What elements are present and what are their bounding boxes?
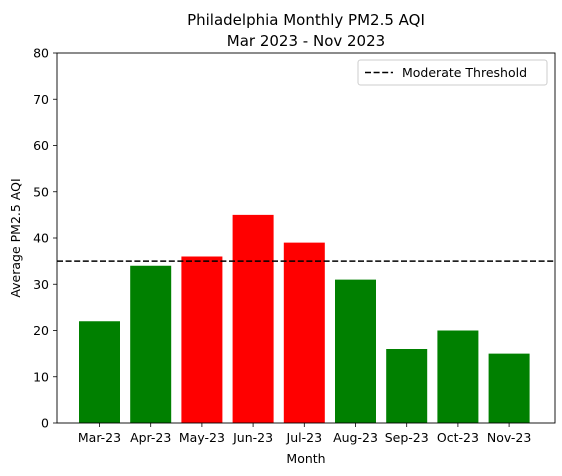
bar-jun-23 (232, 214, 274, 423)
x-axis-label: Month (286, 451, 325, 466)
bars-layer (79, 214, 530, 423)
x-tick-label: Jul-23 (286, 430, 323, 445)
legend-box (357, 59, 548, 86)
bar-may-23 (181, 256, 223, 423)
y-tick-label: 0 (41, 416, 49, 431)
bar-aug-23 (335, 279, 376, 423)
bar-mar-23 (79, 321, 120, 423)
bar-oct-23 (437, 330, 479, 423)
y-tick-label: 50 (33, 184, 49, 199)
y-tick-label: 20 (33, 323, 49, 338)
bar-nov-23 (488, 353, 530, 423)
bar-sep-23 (386, 349, 428, 423)
legend-label: Moderate Threshold (402, 65, 527, 80)
chart-subtitle: Mar 2023 - Nov 2023 (227, 32, 385, 50)
bar-jul-23 (283, 242, 325, 423)
y-tick-label: 60 (33, 138, 49, 153)
y-axis-label: Average PM2.5 AQI (8, 178, 23, 297)
x-tick-label: Apr-23 (130, 430, 171, 445)
y-tick-label: 40 (33, 231, 49, 246)
y-tick-label: 70 (33, 92, 49, 107)
bar-apr-23 (130, 265, 172, 423)
chart-title: Philadelphia Monthly PM2.5 AQI (187, 11, 425, 29)
x-tick-label: Sep-23 (385, 430, 429, 445)
y-tick-label: 30 (33, 277, 49, 292)
x-tick-label: Aug-23 (333, 430, 378, 445)
y-tick-label: 10 (33, 369, 49, 384)
x-tick-label: Mar-23 (78, 430, 121, 445)
x-tick-label: Jun-23 (232, 430, 273, 445)
x-tick-label: Oct-23 (437, 430, 479, 445)
x-tick-label: Nov-23 (487, 430, 531, 445)
y-tick-label: 80 (33, 46, 49, 61)
x-tick-label: May-23 (179, 430, 225, 445)
ticks-layer: Mar-23 Apr-23 May-23 Jun-23 Jul-23 Aug-23 Sep-… (33, 46, 531, 446)
legend: Moderate Threshold (357, 59, 548, 86)
